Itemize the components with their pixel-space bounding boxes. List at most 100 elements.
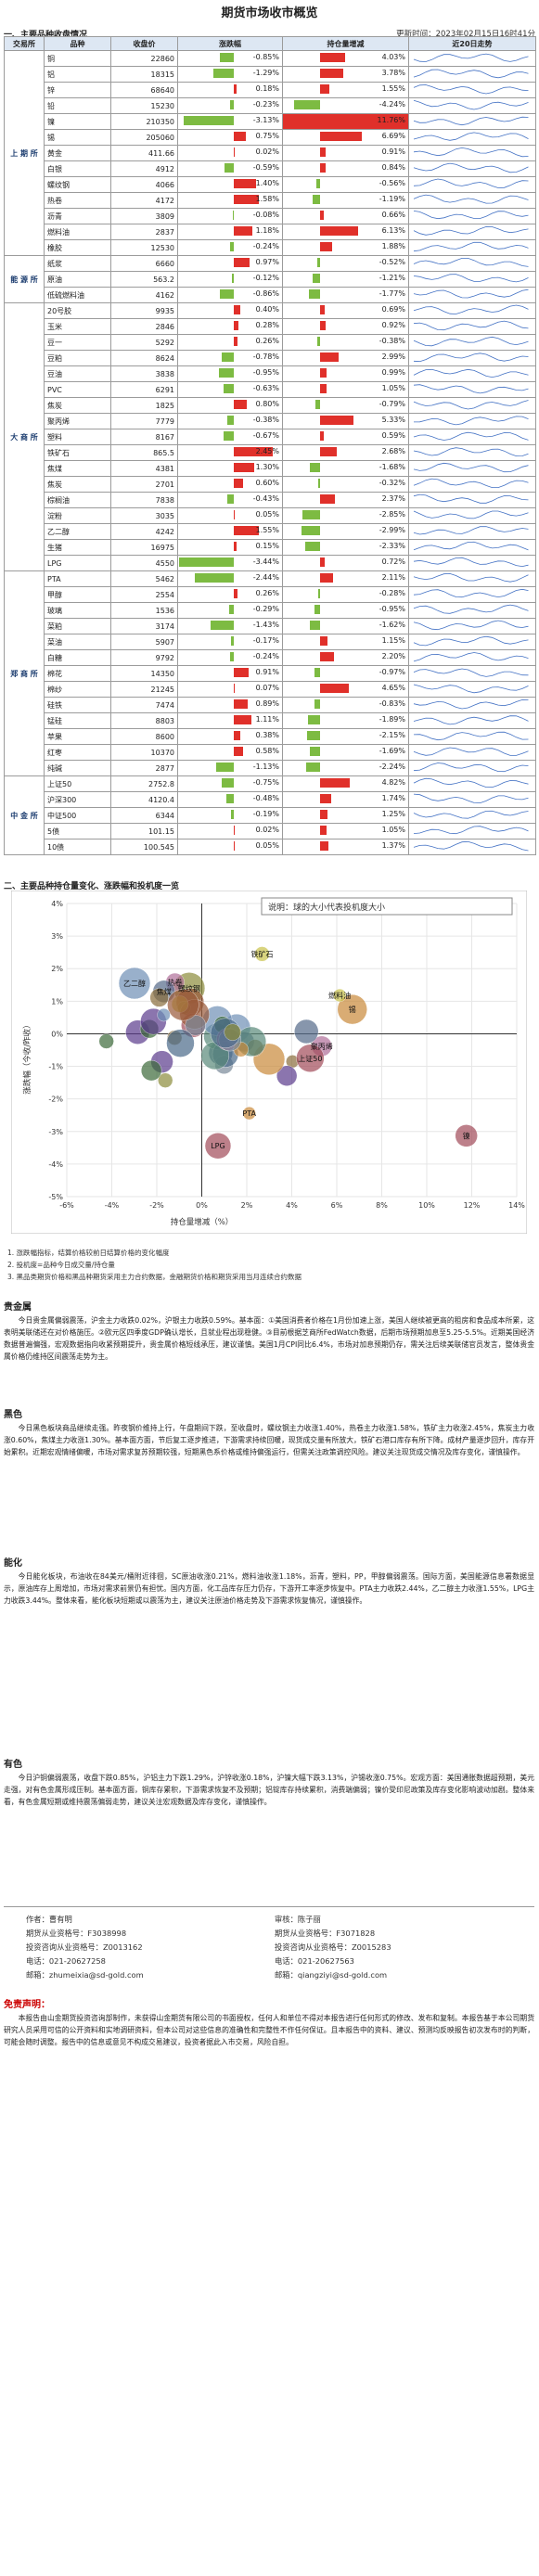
oi-cell: -1.68% bbox=[282, 460, 409, 477]
oi-cell: -0.56% bbox=[282, 176, 409, 193]
author-email: 邮箱：zhumeixia@sd-gold.com bbox=[26, 1970, 144, 1980]
product-name: 原油 bbox=[44, 271, 111, 288]
col-header: 近20日走势 bbox=[408, 36, 536, 51]
change-bar bbox=[234, 526, 259, 535]
oi-cell: 0.84% bbox=[282, 160, 409, 177]
close-price: 12530 bbox=[110, 239, 178, 256]
reviewer-license: 期货从业资格号：F3071828 bbox=[275, 1929, 376, 1938]
sparkline bbox=[413, 225, 529, 236]
product-name: 焦煤 bbox=[44, 460, 111, 477]
change-bar bbox=[234, 731, 240, 740]
bubble-point bbox=[140, 1059, 162, 1082]
sparkline bbox=[413, 447, 529, 457]
scatter-chart: -6% -4% -2% 0% 2% 4% 6% 8% 10% 12% 14% 4% 3% 2% 1% 0% -1… bbox=[11, 891, 527, 1234]
close-price: 2701 bbox=[110, 476, 178, 493]
oi-bar bbox=[320, 321, 327, 330]
change-value: -0.29% bbox=[252, 605, 279, 613]
change-cell: -0.23% bbox=[177, 97, 283, 114]
sparkline-cell bbox=[408, 224, 536, 240]
table-row: 菜粕 3174 -1.43% -1.62% bbox=[5, 618, 536, 634]
oi-cell: 11.76% bbox=[282, 113, 409, 130]
change-cell: 0.07% bbox=[177, 681, 283, 698]
oi-bar bbox=[316, 179, 320, 188]
reviewer-phone: 电话：021-20627563 bbox=[275, 1956, 354, 1966]
change-value: 0.05% bbox=[255, 841, 279, 850]
change-bar bbox=[234, 715, 252, 724]
sparkline-cell bbox=[408, 476, 536, 493]
change-bar bbox=[234, 699, 249, 709]
change-cell: 0.91% bbox=[177, 665, 283, 682]
sparkline-cell bbox=[408, 523, 536, 540]
oi-cell: 2.37% bbox=[282, 492, 409, 508]
product-name: 豆一 bbox=[44, 334, 111, 351]
product-name: 塑料 bbox=[44, 429, 111, 445]
sparkline-cell bbox=[408, 586, 536, 603]
oi-value: 4.82% bbox=[381, 778, 405, 787]
x-tick-label: 12% bbox=[464, 1201, 481, 1210]
oi-cell: 1.74% bbox=[282, 791, 409, 808]
close-price: 4162 bbox=[110, 287, 178, 303]
change-cell: 0.15% bbox=[177, 539, 283, 556]
sparkline-cell bbox=[408, 113, 536, 130]
change-bar bbox=[225, 794, 234, 803]
x-tick-label: -6% bbox=[59, 1201, 74, 1210]
change-bar bbox=[234, 132, 246, 141]
oi-bar bbox=[320, 242, 332, 251]
product-name: 菜粕 bbox=[44, 618, 111, 634]
sparkline-cell bbox=[408, 429, 536, 445]
heading-precious-metals: 贵金属 bbox=[4, 1302, 32, 1313]
change-value: 0.38% bbox=[255, 731, 279, 739]
oi-cell: 2.20% bbox=[282, 649, 409, 666]
oi-bar bbox=[320, 416, 353, 425]
oi-cell: -2.24% bbox=[282, 760, 409, 776]
product-name: 焦炭 bbox=[44, 397, 111, 414]
sparkline bbox=[413, 274, 529, 283]
oi-bar bbox=[306, 763, 320, 772]
change-bar bbox=[230, 810, 234, 819]
change-cell: 0.26% bbox=[177, 586, 283, 603]
change-value: -0.12% bbox=[252, 274, 279, 282]
y-tick-label: 2% bbox=[51, 965, 63, 973]
bubble-point bbox=[149, 988, 169, 1007]
oi-cell: -0.32% bbox=[282, 476, 409, 493]
sparkline-cell bbox=[408, 50, 536, 67]
bubble-point bbox=[276, 1065, 298, 1086]
sparkline bbox=[413, 493, 529, 504]
change-value: 0.97% bbox=[255, 258, 279, 266]
table-row: 沥青 3809 -0.08% 0.66% bbox=[5, 208, 536, 224]
change-cell: 0.26% bbox=[177, 334, 283, 351]
close-price: 6344 bbox=[110, 807, 178, 824]
exchange-cell: 中 金 所 bbox=[4, 775, 45, 855]
reviewer: 审核：陈子丽 bbox=[275, 1915, 321, 1924]
oi-cell: -0.79% bbox=[282, 397, 409, 414]
oi-bar bbox=[318, 589, 320, 598]
oi-value: 1.05% bbox=[381, 384, 405, 392]
oi-cell: 4.65% bbox=[282, 681, 409, 698]
close-price: 205060 bbox=[110, 129, 178, 146]
oi-bar bbox=[320, 132, 362, 141]
close-price: 18315 bbox=[110, 66, 178, 83]
sparkline-cell bbox=[408, 160, 536, 177]
oi-value: 5.33% bbox=[381, 416, 405, 424]
product-name: 玻璃 bbox=[44, 602, 111, 619]
change-cell: -0.85% bbox=[177, 50, 283, 67]
close-price: 100.545 bbox=[110, 839, 178, 855]
oi-bar bbox=[302, 526, 320, 535]
change-bar bbox=[229, 605, 234, 614]
product-name: 白银 bbox=[44, 160, 111, 177]
change-bar bbox=[234, 747, 243, 756]
product-name: 白糖 bbox=[44, 649, 111, 666]
quote-table: 交易所 品种 收盘价 涨跌幅 持仓量增减 近20日走势 上 期 所铜 22860 -0.85%… bbox=[4, 36, 536, 855]
oi-cell: -0.52% bbox=[282, 255, 409, 272]
bubble-point bbox=[167, 988, 199, 1021]
product-name: 沥青 bbox=[44, 208, 111, 224]
oi-value: 1.15% bbox=[381, 636, 405, 645]
bubble-point bbox=[332, 988, 347, 1003]
change-bar bbox=[234, 510, 235, 519]
close-price: 3174 bbox=[110, 618, 178, 634]
sparkline bbox=[413, 400, 529, 410]
sparkline bbox=[413, 478, 529, 489]
author-license: 期货从业资格号：F3038998 bbox=[26, 1929, 127, 1938]
product-name: 棕榈油 bbox=[44, 492, 111, 508]
oi-cell: -2.99% bbox=[282, 523, 409, 540]
